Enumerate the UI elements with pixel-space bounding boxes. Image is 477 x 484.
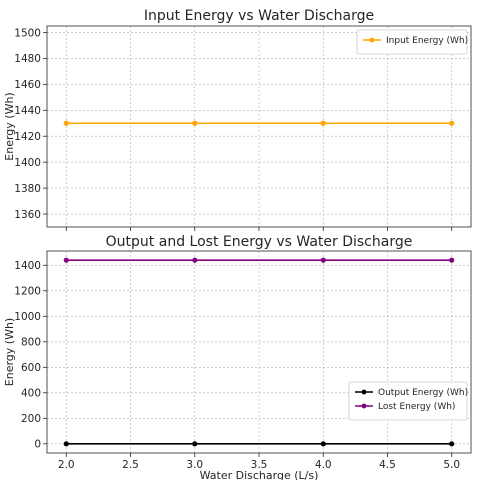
y-tick-label: 200: [21, 413, 41, 425]
legend-marker: [369, 37, 375, 43]
x-tick-label: 4.0: [315, 459, 332, 471]
y-tick-label: 1500: [14, 27, 41, 39]
x-tick-label: 3.5: [251, 459, 268, 471]
y-tick-label: 1360: [14, 209, 41, 221]
y-tick-label: 1000: [14, 311, 41, 323]
data-point: [320, 120, 326, 126]
y-tick-label: 1400: [14, 260, 41, 272]
y-tick-label: 1200: [14, 286, 41, 298]
y-tick-label: 1400: [14, 157, 41, 169]
data-point: [449, 441, 455, 447]
y-tick-label: 600: [21, 362, 41, 374]
x-tick-label: 2.0: [58, 459, 75, 471]
data-point: [320, 257, 326, 263]
legend-label: Output Energy (Wh): [378, 388, 468, 398]
y-tick-label: 400: [21, 388, 41, 400]
legend-marker: [361, 389, 367, 395]
data-point: [449, 257, 455, 263]
y-tick-label: 800: [21, 337, 41, 349]
subplot-1: 1360 1380 1400 1420 1440 1460 1480 1500 Input En…: [3, 8, 472, 231]
data-point: [192, 120, 198, 126]
data-point: [192, 257, 198, 263]
y-tick-label: 1480: [14, 53, 41, 65]
x-tick-label: 3.0: [186, 459, 203, 471]
x-tick-label: 4.5: [379, 459, 396, 471]
x-axis-label: Water Discharge (L/s): [200, 469, 319, 480]
legend-label: Input Energy (Wh): [386, 36, 468, 46]
chart-title: Input Energy vs Water Discharge: [144, 8, 374, 24]
legend: Input Energy (Wh): [356, 29, 468, 55]
data-point: [63, 120, 69, 126]
x-tick-label: 2.5: [122, 459, 139, 471]
data-point: [449, 120, 455, 126]
data-point: [320, 441, 326, 447]
y-axis-label: Energy (Wh): [3, 318, 16, 386]
y-tick-label: 1460: [14, 79, 41, 91]
data-point: [63, 441, 69, 447]
y-tick-label: 0: [34, 439, 41, 451]
legend-box: [348, 381, 468, 421]
y-tick-label: 1440: [14, 105, 41, 117]
x-tick-label: 5.0: [443, 459, 460, 471]
y-axis-label: Energy (Wh): [3, 92, 16, 160]
data-point: [192, 441, 198, 447]
y-tick-label: 1380: [14, 183, 41, 195]
subplot-2: 0 200 400 600 800 1000 1200 1400 2.0 2.5 3.0 3.5 4.0…: [3, 234, 472, 482]
y-tick-label: 1420: [14, 131, 41, 143]
legend-label: Lost Energy (Wh): [378, 402, 455, 412]
data-point: [63, 257, 69, 263]
chart-title: Output and Lost Energy vs Water Discharg…: [106, 234, 413, 250]
legend-marker: [361, 403, 367, 409]
legend: Output Energy (Wh) Lost Energy (Wh): [348, 381, 468, 421]
legend-box: [356, 29, 468, 55]
